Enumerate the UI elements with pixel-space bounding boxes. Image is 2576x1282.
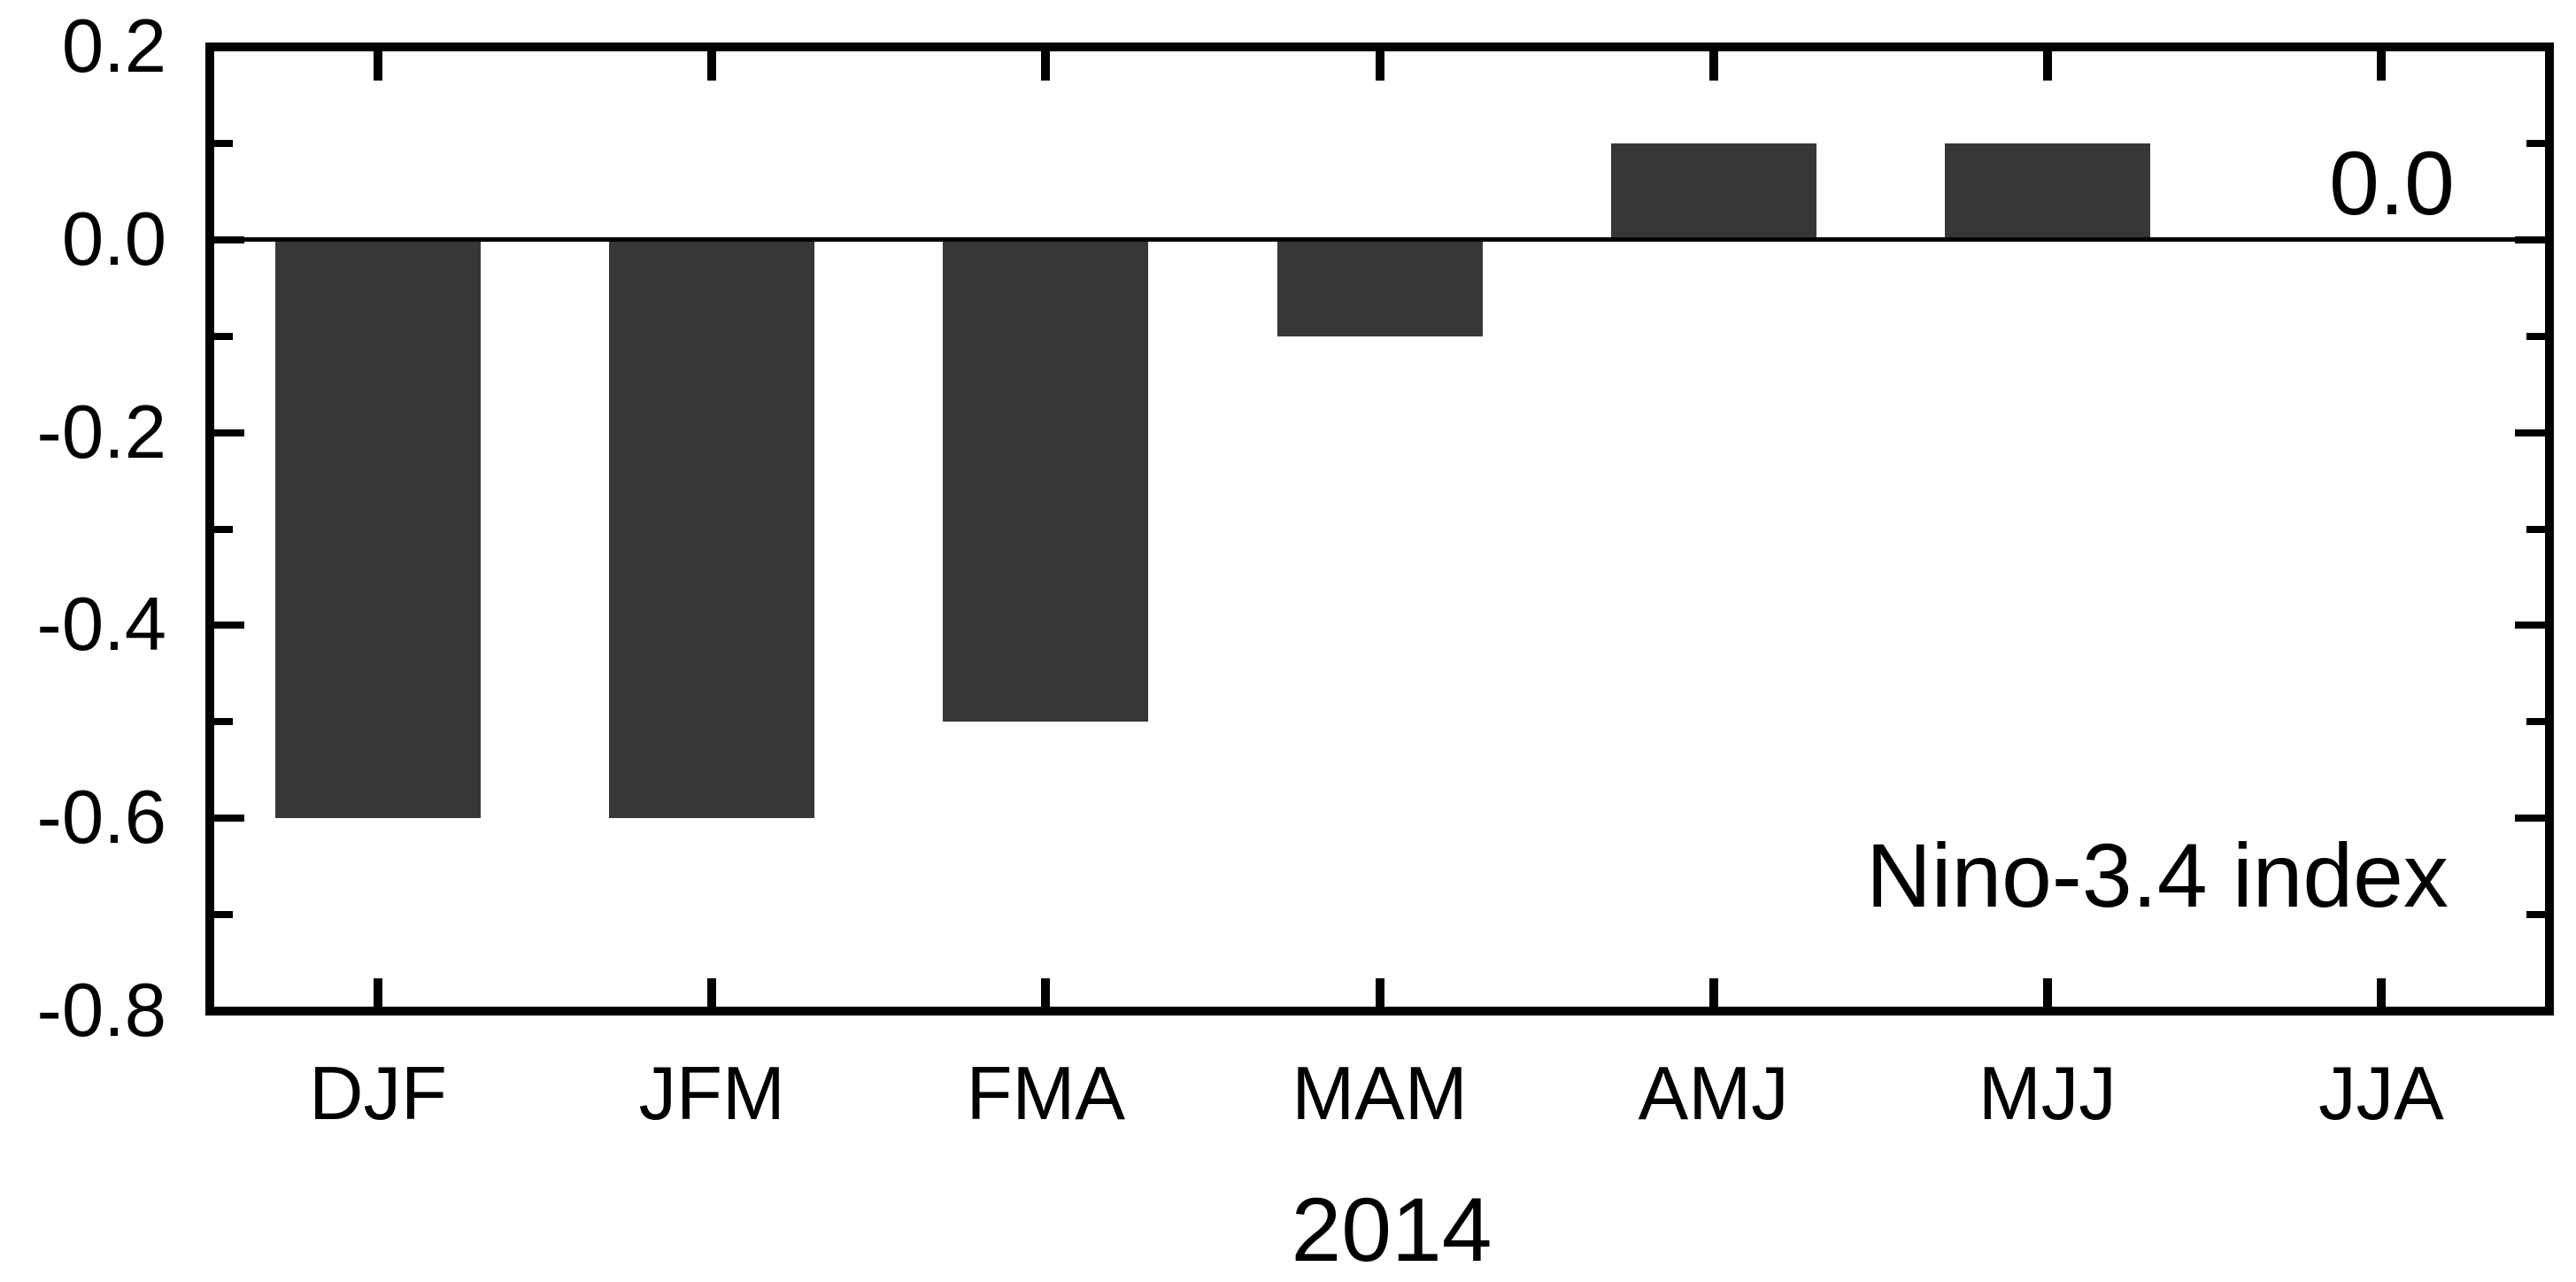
y-major-tick-left bbox=[214, 622, 244, 629]
y-minor-tick-right bbox=[2526, 332, 2545, 340]
y-minor-tick-right bbox=[2526, 525, 2545, 533]
x-tick-label-JJA: JJA bbox=[2318, 1052, 2444, 1136]
x-axis-title: 2014 bbox=[1291, 1179, 1492, 1280]
y-major-tick-right bbox=[2515, 429, 2545, 436]
x-tick-label-FMA: FMA bbox=[966, 1052, 1126, 1136]
bar-JFM bbox=[609, 241, 815, 819]
y-minor-tick-left bbox=[214, 911, 233, 919]
y-major-tick-left bbox=[214, 815, 244, 822]
y-major-tick-left bbox=[214, 429, 244, 436]
y-major-tick-right bbox=[2515, 236, 2545, 243]
y-tick-label: -0.6 bbox=[36, 776, 166, 861]
bar-DJF bbox=[275, 241, 481, 819]
y-tick-label: -0.2 bbox=[36, 390, 166, 475]
x-tick-bottom-MAM bbox=[1375, 978, 1384, 1008]
x-tick-top-JFM bbox=[707, 51, 717, 81]
y-minor-tick-right bbox=[2526, 718, 2545, 726]
y-minor-tick-right bbox=[2526, 139, 2545, 147]
bar-MAM bbox=[1276, 241, 1483, 336]
bar-MJJ bbox=[1944, 143, 2150, 239]
x-tick-top-FMA bbox=[1041, 51, 1051, 81]
x-tick-bottom-FMA bbox=[1041, 978, 1051, 1008]
x-tick-bottom-DJF bbox=[374, 978, 382, 1008]
y-minor-tick-left bbox=[214, 525, 233, 533]
zero-line bbox=[214, 237, 2545, 242]
x-tick-label-MJJ: MJJ bbox=[1978, 1052, 2117, 1136]
y-minor-tick-left bbox=[214, 718, 233, 726]
y-major-tick-right bbox=[2515, 1008, 2545, 1015]
y-tick-label: -0.4 bbox=[36, 583, 166, 668]
y-major-tick-right bbox=[2515, 43, 2545, 50]
x-tick-top-JJA bbox=[2377, 51, 2386, 81]
y-major-tick-left bbox=[214, 1008, 244, 1015]
x-tick-bottom-JJA bbox=[2377, 978, 2386, 1008]
x-tick-top-MAM bbox=[1375, 51, 1384, 81]
x-tick-bottom-JFM bbox=[707, 978, 717, 1008]
x-tick-top-AMJ bbox=[1708, 51, 1718, 81]
y-minor-tick-right bbox=[2526, 911, 2545, 919]
plot-area bbox=[205, 42, 2554, 1016]
series-label: Nino-3.4 index bbox=[1866, 825, 2449, 926]
y-tick-label: 0.2 bbox=[61, 4, 166, 89]
x-tick-bottom-AMJ bbox=[1708, 978, 1718, 1008]
x-tick-label-DJF: DJF bbox=[309, 1052, 447, 1136]
y-minor-tick-left bbox=[214, 332, 233, 340]
x-tick-label-MAM: MAM bbox=[1292, 1052, 1468, 1136]
x-tick-bottom-MJJ bbox=[2042, 978, 2052, 1008]
y-major-tick-right bbox=[2515, 815, 2545, 822]
x-tick-label-JFM: JFM bbox=[638, 1052, 785, 1136]
y-major-tick-left bbox=[214, 236, 244, 243]
y-tick-label: 0.0 bbox=[61, 197, 166, 282]
x-tick-label-AMJ: AMJ bbox=[1638, 1052, 1789, 1136]
y-tick-label: -0.8 bbox=[36, 969, 166, 1053]
x-tick-top-DJF bbox=[374, 51, 382, 81]
y-minor-tick-left bbox=[214, 139, 233, 147]
y-major-tick-right bbox=[2515, 622, 2545, 629]
value-annotation: 0.0 bbox=[2329, 133, 2455, 234]
bar-AMJ bbox=[1610, 143, 1816, 239]
y-major-tick-left bbox=[214, 43, 244, 50]
x-tick-top-MJJ bbox=[2042, 51, 2052, 81]
bar-FMA bbox=[943, 241, 1149, 722]
